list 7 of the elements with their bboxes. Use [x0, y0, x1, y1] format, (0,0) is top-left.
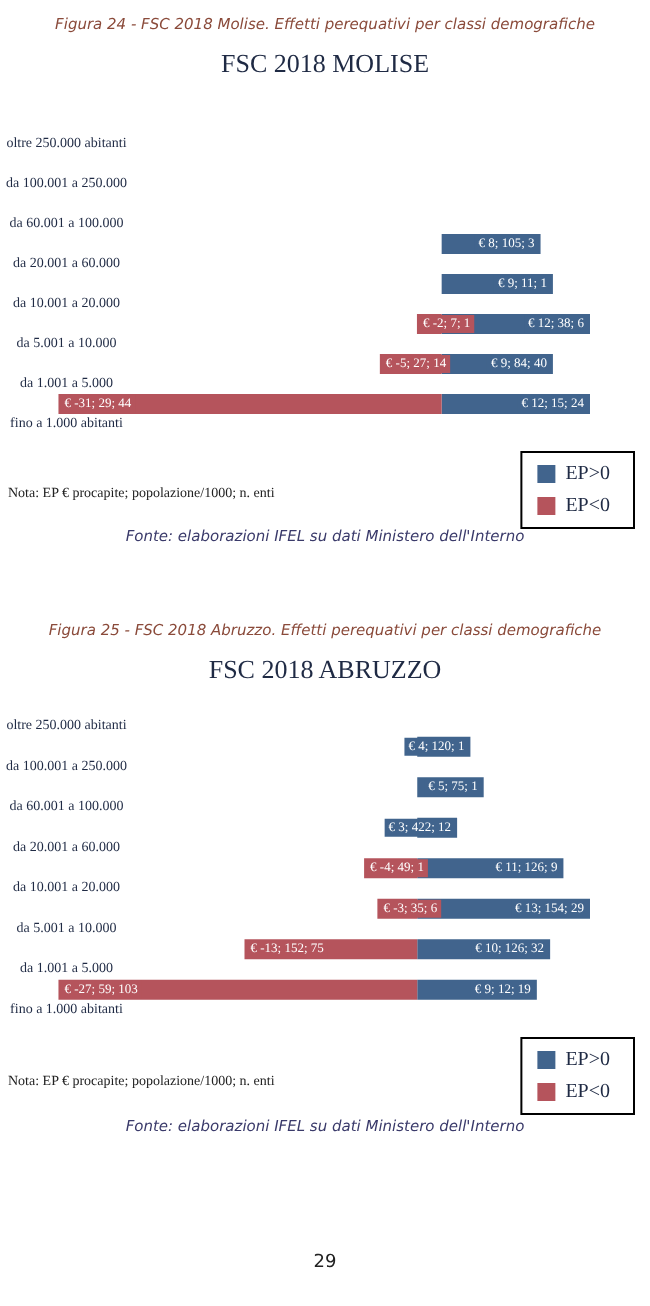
- chart-title: FSC 2018 ABRUZZO: [208, 654, 442, 684]
- legend-label: EP<0: [565, 1081, 611, 1103]
- legend-label: EP>0: [565, 463, 611, 485]
- text: 29: [313, 1253, 337, 1273]
- legend-label: EP>0: [565, 1049, 611, 1071]
- legend-label: EP<0: [565, 495, 611, 517]
- chart-title: FSC 2018 MOLISE: [220, 48, 430, 78]
